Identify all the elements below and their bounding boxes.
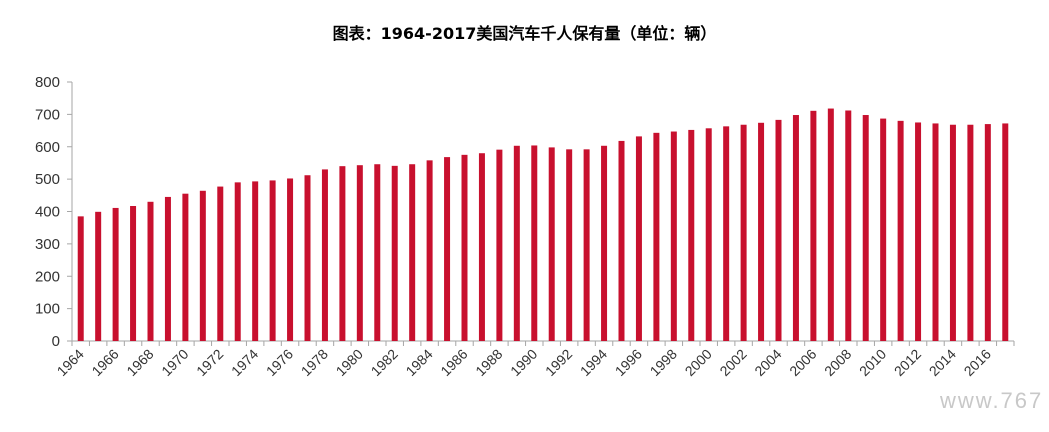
bar — [810, 110, 817, 341]
bar — [287, 178, 294, 341]
bar — [130, 206, 137, 341]
bar — [601, 145, 608, 341]
y-tick-label: 500 — [35, 171, 60, 188]
bar — [147, 201, 154, 341]
y-tick-label: 200 — [35, 268, 60, 285]
y-tick-label: 800 — [35, 74, 60, 91]
bar — [531, 145, 538, 341]
y-tick-label: 600 — [35, 139, 60, 156]
x-tick-label: 1992 — [542, 346, 575, 379]
bar — [932, 123, 939, 341]
bar — [566, 149, 573, 341]
x-tick-label: 1996 — [612, 346, 645, 379]
bar — [513, 145, 520, 341]
bar — [478, 153, 485, 341]
bar — [234, 182, 241, 341]
x-tick-label: 2012 — [891, 346, 924, 379]
x-tick-label: 2014 — [926, 346, 959, 379]
bar — [409, 164, 416, 341]
x-tick-label: 2010 — [856, 346, 889, 379]
bar — [548, 147, 555, 341]
bar — [967, 124, 974, 342]
x-tick-label: 1982 — [367, 346, 400, 379]
bar — [758, 122, 765, 341]
y-tick-label: 400 — [35, 204, 60, 221]
bar — [426, 160, 433, 341]
bar — [984, 124, 991, 341]
y-tick-label: 700 — [35, 106, 60, 123]
bar — [635, 136, 642, 341]
x-tick-label: 2002 — [716, 346, 749, 379]
bar — [164, 196, 171, 341]
bar-series — [77, 108, 1009, 342]
bar — [182, 193, 189, 341]
x-tick-label: 1970 — [158, 346, 191, 379]
watermark-text: www.767 — [939, 388, 1043, 413]
bar — [461, 154, 468, 341]
bar — [670, 131, 677, 341]
x-tick-label: 1986 — [437, 346, 470, 379]
bar — [845, 110, 852, 342]
x-tick-label: 1972 — [193, 346, 226, 379]
bar — [653, 132, 660, 341]
x-tick-label: 1966 — [88, 346, 121, 379]
x-tick-label: 2016 — [961, 346, 994, 379]
x-tick-label: 1978 — [298, 346, 331, 379]
bar — [827, 108, 834, 341]
bar — [321, 169, 328, 341]
bar — [339, 166, 346, 341]
bar — [217, 186, 224, 341]
bar — [77, 216, 84, 341]
bar — [949, 124, 956, 342]
bar — [688, 129, 695, 341]
bar — [1002, 123, 1009, 341]
y-tick-label: 300 — [35, 236, 60, 253]
x-tick-label: 2006 — [786, 346, 819, 379]
bar — [897, 120, 904, 341]
x-axis: 1964 1966 1968 1970 1972 1974 1976 1978 1980 1982… — [53, 340, 1015, 379]
bar — [583, 149, 590, 341]
bar — [915, 122, 922, 341]
bar — [880, 118, 887, 341]
x-tick-label: 2000 — [681, 346, 714, 379]
bar — [862, 115, 869, 342]
bar — [252, 181, 259, 341]
bar — [304, 175, 311, 341]
bar — [775, 119, 782, 341]
bar — [374, 164, 381, 341]
x-tick-label: 2004 — [751, 346, 784, 379]
x-tick-label: 1990 — [507, 346, 540, 379]
x-tick-label: 1984 — [402, 346, 435, 379]
bar — [705, 128, 712, 341]
x-tick-label: 1968 — [123, 346, 156, 379]
bar — [269, 180, 276, 341]
x-tick-label: 1964 — [53, 346, 86, 379]
bar — [792, 115, 799, 342]
x-tick-label: 1998 — [647, 346, 680, 379]
bar — [618, 140, 625, 341]
bar — [95, 211, 102, 341]
x-tick-label: 1988 — [472, 346, 505, 379]
bar — [112, 207, 119, 341]
bar — [444, 157, 451, 341]
bar — [496, 149, 503, 341]
x-tick-label: 2008 — [821, 346, 854, 379]
bar — [740, 124, 747, 342]
bar — [723, 126, 730, 341]
bar — [356, 165, 363, 341]
bar — [391, 165, 398, 341]
y-tick-label: 0 — [52, 333, 60, 350]
x-tick-label: 1980 — [333, 346, 366, 379]
x-tick-label: 1976 — [263, 346, 296, 379]
y-axis: 0 100 200 300 400 500 600 700 800 — [35, 74, 73, 350]
bar — [199, 190, 206, 341]
x-tick-label: 1974 — [228, 346, 261, 379]
chart-title: 图表：1964-2017美国汽车千人保有量（单位：辆） — [332, 24, 717, 43]
x-tick-label: 1994 — [577, 346, 610, 379]
y-tick-label: 100 — [35, 301, 60, 318]
